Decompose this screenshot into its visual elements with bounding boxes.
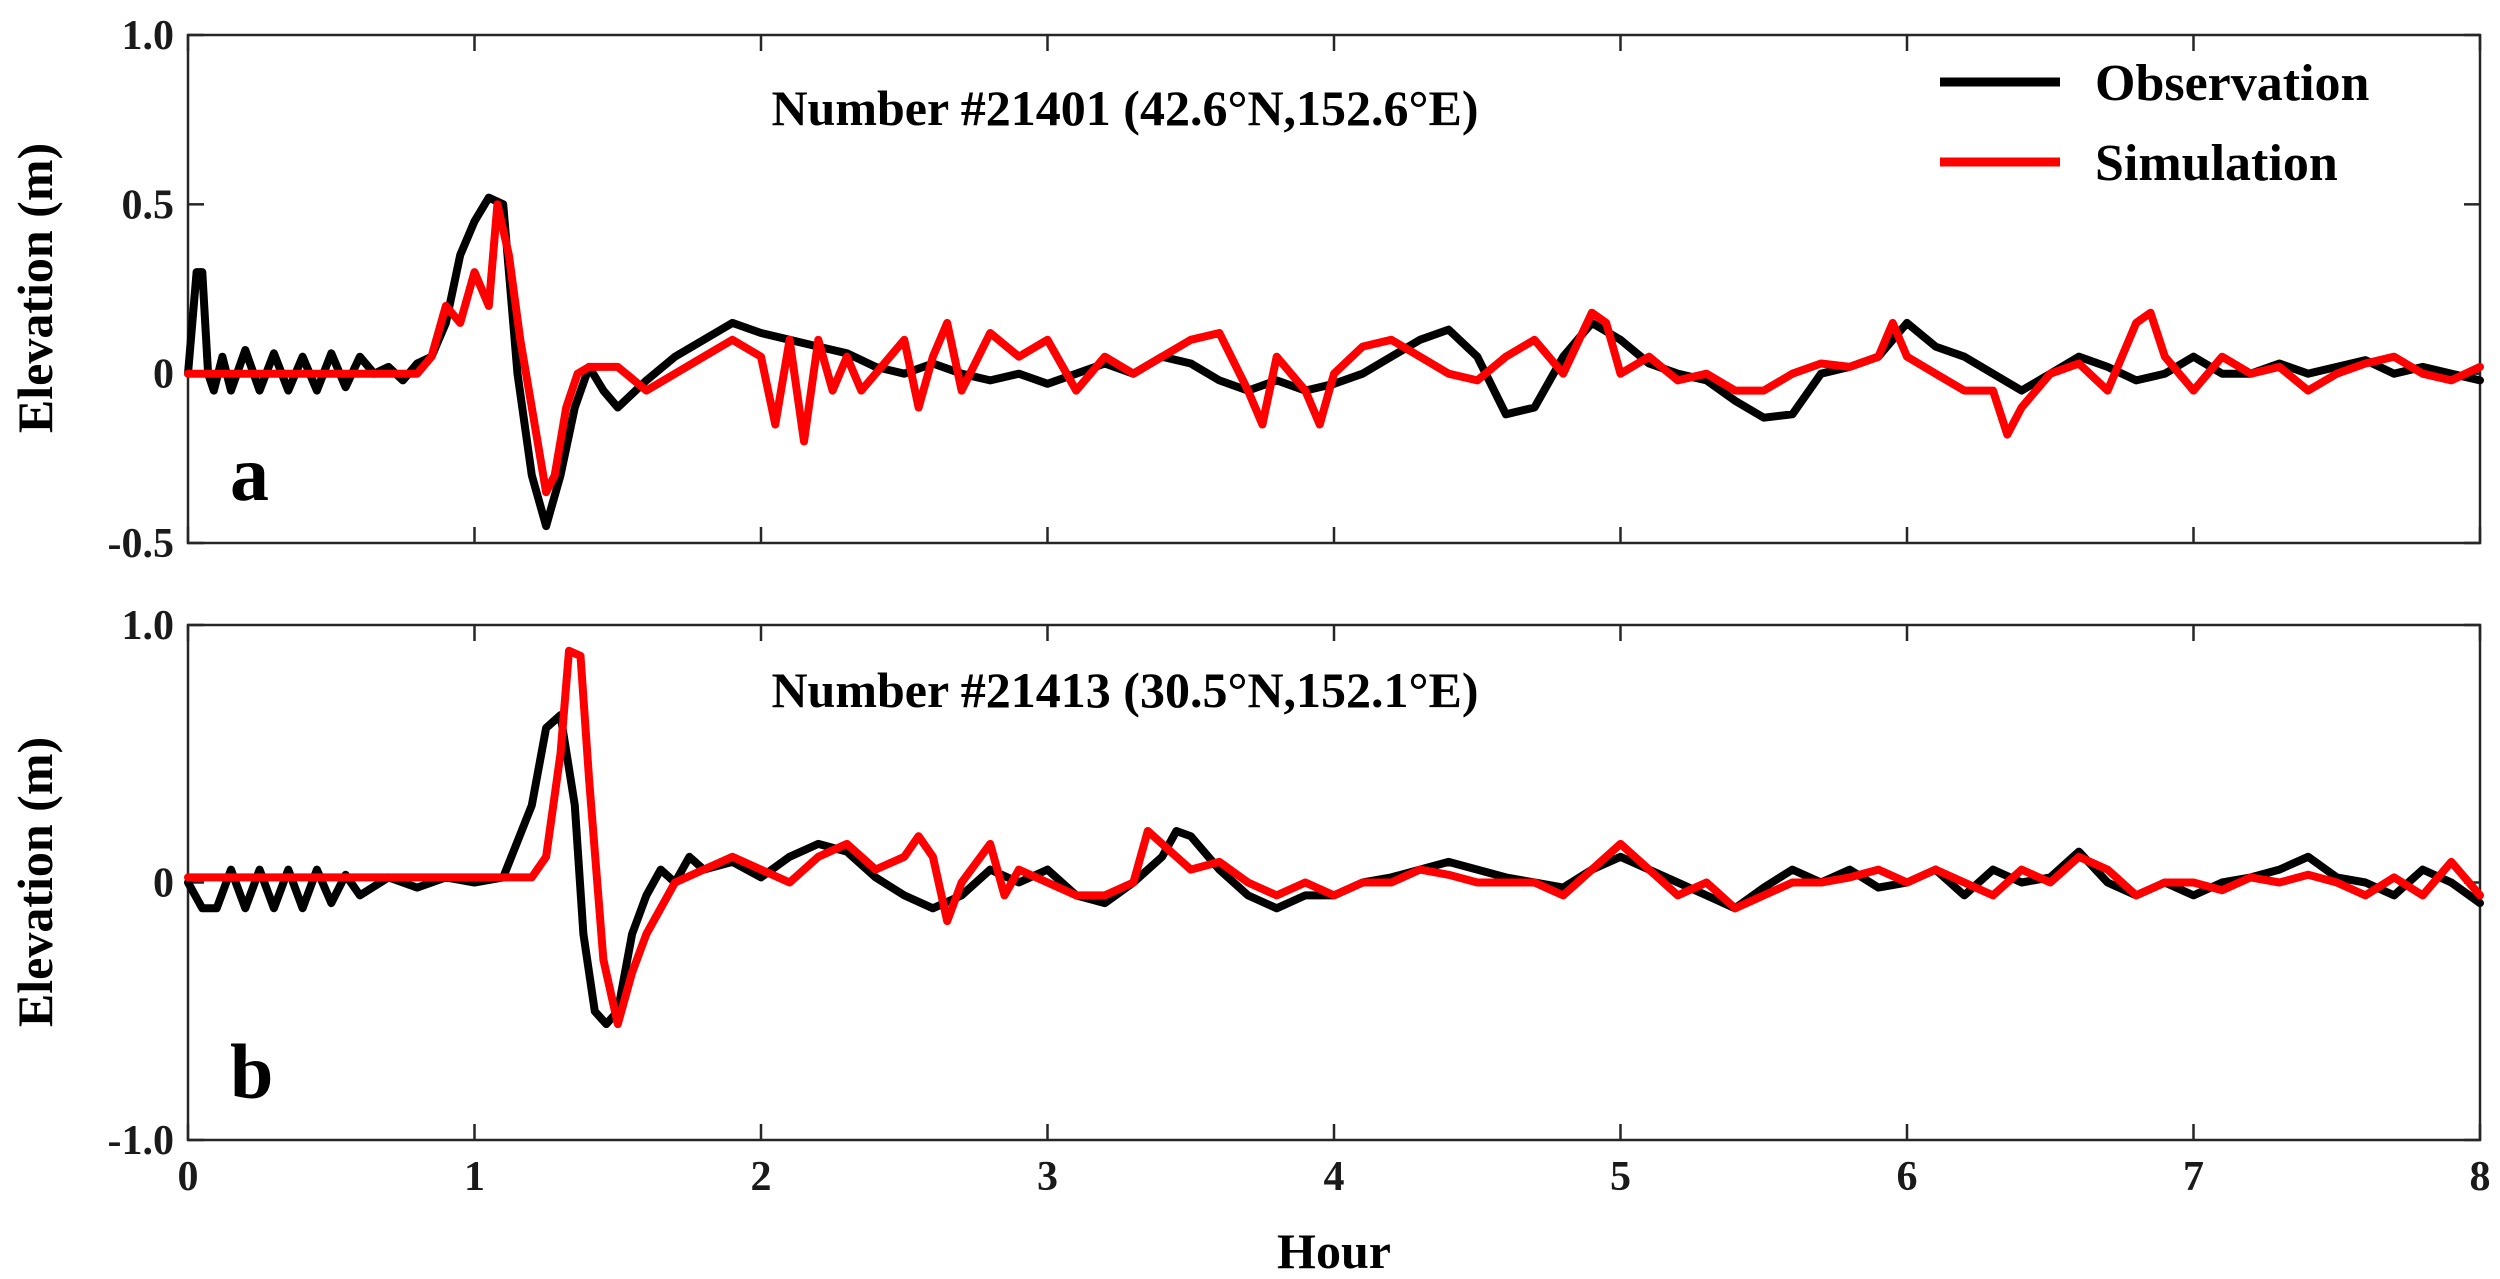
panel-a-simulation-line [184,200,2484,497]
panel-b-y-tick-label: -1.0 [108,1118,175,1164]
panel-b-x-tick-label: 2 [751,1154,772,1200]
panel-b-title: Number #21413 (30.5°N,152.1°E) [771,662,1478,718]
legend-simulation-label: Simulation [2095,135,2338,192]
panel-b-observation-line [184,711,2484,1029]
panel-b-x-tick-label: 8 [2470,1154,2491,1200]
panel-b-y-tick-labels: -1.0 0 1.0 [108,603,175,1164]
panel-a-letter: a [230,430,269,517]
panel-a-y-tick-label: -0.5 [108,521,175,567]
panel-a-y-tick-label: 0.5 [122,182,175,228]
panel-a-observation-line [184,193,2484,531]
panel-b-x-tick-label: 6 [1897,1154,1918,1200]
panel-b-series-lines [184,646,2484,1029]
panel-b-x-tick-label: 1 [464,1154,485,1200]
panel-b-x-tick-label: 3 [1037,1154,1058,1200]
panel-b-x-tick-label: 4 [1324,1154,1345,1200]
panel-a-y-tick-label: 1.0 [122,13,175,59]
panel-b-x-tick-labels: 0 1 2 3 4 5 6 7 8 [178,1154,2491,1200]
panel-a-y-tick-label: 0 [153,352,174,398]
legend: Observation Simulation [1940,55,2370,192]
panel-b-simulation-line [184,646,2484,1029]
panel-b-letter: b [230,1028,273,1115]
panel-b-y-tick-label: 0 [153,861,174,907]
panel-b-x-tick-label: 7 [2183,1154,2204,1200]
legend-observation-label: Observation [2095,55,2370,112]
panel-a-title: Number #21401 (42.6°N,152.6°E) [771,80,1478,136]
panel-a: -0.5 0 0.5 1.0 Number #21401 (42.6°N,152.6°… [7,13,2484,567]
panel-b-ylabel: Elevation (m) [7,737,63,1027]
panel-b-ticks [186,623,2482,1142]
panel-b-x-tick-label: 0 [178,1154,199,1200]
panel-b-x-tick-label: 5 [1610,1154,1631,1200]
x-axis-title: Hour [1277,1223,1391,1279]
panel-a-y-tick-labels: -0.5 0 0.5 1.0 [108,13,175,567]
panel-a-series-lines [184,193,2484,531]
panel-b-y-tick-label: 1.0 [122,603,175,649]
panel-a-ylabel: Elevation (m) [7,143,63,433]
